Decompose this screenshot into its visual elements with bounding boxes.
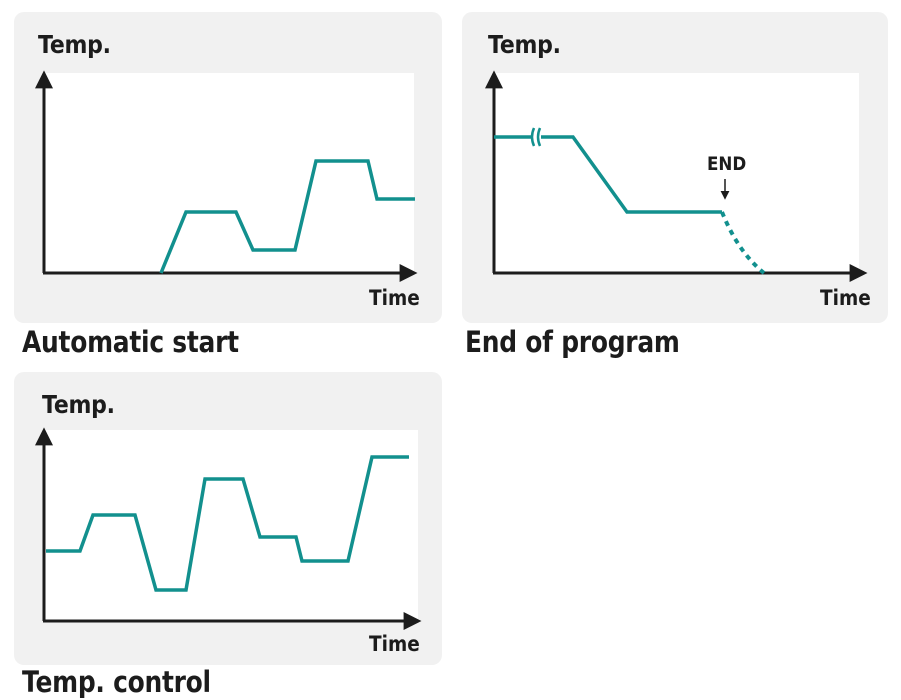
curve-automatic-start <box>159 159 415 274</box>
x-axis-label-automatic-start: Time <box>369 286 420 310</box>
x-axis-label-temp-control: Time <box>369 632 420 656</box>
plot-area-end-of-program <box>494 73 859 272</box>
caption-end-of-program: End of program <box>465 325 680 359</box>
break-mark-icon <box>530 127 542 147</box>
curve-end-of-program <box>541 135 722 214</box>
end-marker-label: END <box>707 153 747 175</box>
y-axis-label-temp-control: Temp. <box>42 390 115 419</box>
x-axis-label-end-of-program: Time <box>820 286 871 310</box>
cooling-dotted-curve <box>720 211 766 275</box>
plot-area-automatic-start <box>44 73 414 272</box>
caption-automatic-start: Automatic start <box>22 325 239 359</box>
curve-temp-control <box>46 455 409 592</box>
y-axis-label-end-of-program: Temp. <box>488 30 561 59</box>
caption-temp-control: Temp. control <box>22 665 211 699</box>
y-axis-label-automatic-start: Temp. <box>38 30 111 59</box>
